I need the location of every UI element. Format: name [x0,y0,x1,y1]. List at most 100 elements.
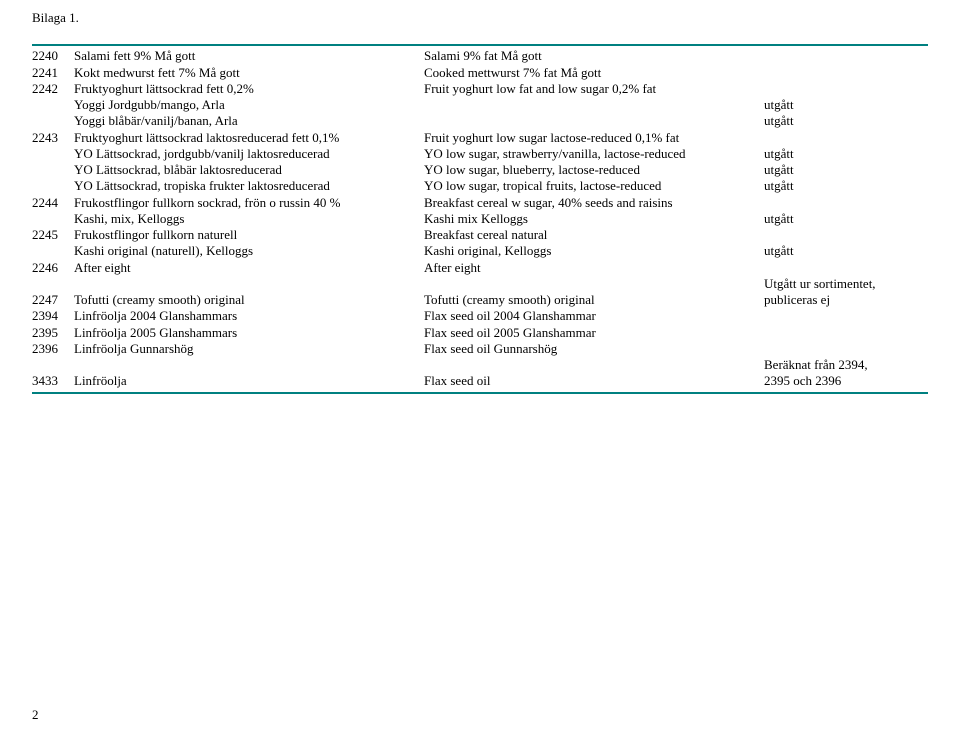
cell-swedish: YO Lättsockrad, jordgubb/vanilj laktosre… [74,146,424,162]
table-row: 2394Linfröolja 2004 GlanshammarsFlax see… [32,308,928,324]
cell-english: Salami 9% fat Må gott [424,48,764,64]
cell-english: Kashi original, Kelloggs [424,243,764,259]
cell-swedish: Kokt medwurst fett 7% Må gott [74,65,424,81]
cell-english: After eight [424,260,764,276]
cell-swedish: Linfröolja [74,373,424,389]
cell-note: utgått [764,178,928,194]
cell-english: YO low sugar, blueberry, lactose-reduced [424,162,764,178]
cell-english: Kashi mix Kelloggs [424,211,764,227]
cell-english: Breakfast cereal natural [424,227,764,243]
cell-swedish: Yoggi blåbär/vanilj/banan, Arla [74,113,424,129]
cell-note [764,325,928,341]
cell-id: 2247 [32,292,74,308]
cell-note [764,227,928,243]
cell-english [424,357,764,373]
cell-note: utgått [764,146,928,162]
cell-english: Flax seed oil 2005 Glanshammar [424,325,764,341]
cell-id [32,178,74,194]
cell-note [764,130,928,146]
cell-id [32,276,74,292]
table-row: Yoggi blåbär/vanilj/banan, Arla utgått [32,113,928,129]
cell-note [764,195,928,211]
cell-note [764,341,928,357]
table-row: Beräknat från 2394, [32,357,928,373]
table-row: 2246After eightAfter eight [32,260,928,276]
page-title: Bilaga 1. [32,10,928,26]
cell-english [424,113,764,129]
cell-swedish: After eight [74,260,424,276]
cell-id: 2244 [32,195,74,211]
table-row: 2242Fruktyoghurt lättsockrad fett 0,2%Fr… [32,81,928,97]
cell-english: Flax seed oil [424,373,764,389]
table-row: Kashi original (naturell), KelloggsKashi… [32,243,928,259]
table-row: 2396Linfröolja GunnarshögFlax seed oil G… [32,341,928,357]
table-row: 2245Frukostflingor fullkorn naturellBrea… [32,227,928,243]
cell-id [32,243,74,259]
cell-english: Flax seed oil Gunnarshög [424,341,764,357]
table-row: 2241Kokt medwurst fett 7% Må gottCooked … [32,65,928,81]
cell-swedish: Kashi original (naturell), Kelloggs [74,243,424,259]
cell-swedish: Linfröolja 2005 Glanshammars [74,325,424,341]
cell-swedish: Linfröolja 2004 Glanshammars [74,308,424,324]
cell-id: 2242 [32,81,74,97]
cell-note [764,48,928,64]
table-row: YO Lättsockrad, blåbär laktosreduceradYO… [32,162,928,178]
cell-note [764,308,928,324]
cell-english: YO low sugar, strawberry/vanilla, lactos… [424,146,764,162]
table-row: 3433LinfröoljaFlax seed oil 2395 och 239… [32,373,928,389]
cell-id: 2394 [32,308,74,324]
cell-id: 2241 [32,65,74,81]
cell-english: Fruit yoghurt low sugar lactose-reduced … [424,130,764,146]
table-row: 2244Frukostflingor fullkorn sockrad, frö… [32,195,928,211]
cell-note [764,65,928,81]
cell-english [424,97,764,113]
cell-note: Beräknat från 2394, [764,357,928,373]
table-row: YO Lättsockrad, jordgubb/vanilj laktosre… [32,146,928,162]
data-table: 2240Salami fett 9% Må gottSalami 9% fat … [32,48,928,389]
cell-swedish: Fruktyoghurt lättsockrad laktosreducerad… [74,130,424,146]
cell-english: Breakfast cereal w sugar, 40% seeds and … [424,195,764,211]
cell-note: Utgått ur sortimentet, [764,276,928,292]
cell-note: utgått [764,243,928,259]
cell-swedish: Fruktyoghurt lättsockrad fett 0,2% [74,81,424,97]
cell-swedish: Frukostflingor fullkorn sockrad, frön o … [74,195,424,211]
cell-id [32,211,74,227]
table-row: Utgått ur sortimentet, [32,276,928,292]
cell-swedish: YO Lättsockrad, tropiska frukter laktosr… [74,178,424,194]
cell-id: 3433 [32,373,74,389]
cell-id: 2396 [32,341,74,357]
cell-english: Tofutti (creamy smooth) original [424,292,764,308]
cell-id: 2243 [32,130,74,146]
cell-id [32,97,74,113]
cell-note: utgått [764,211,928,227]
cell-swedish: Frukostflingor fullkorn naturell [74,227,424,243]
cell-id: 2395 [32,325,74,341]
cell-id: 2240 [32,48,74,64]
cell-note: utgått [764,113,928,129]
table-row: YO Lättsockrad, tropiska frukter laktosr… [32,178,928,194]
cell-swedish: Tofutti (creamy smooth) original [74,292,424,308]
table-row: 2240Salami fett 9% Må gottSalami 9% fat … [32,48,928,64]
cell-note: 2395 och 2396 [764,373,928,389]
cell-english: Cooked mettwurst 7% fat Må gott [424,65,764,81]
table-row: 2243Fruktyoghurt lättsockrad laktosreduc… [32,130,928,146]
cell-english: YO low sugar, tropical fruits, lactose-r… [424,178,764,194]
table-row: 2247Tofutti (creamy smooth) originalTofu… [32,292,928,308]
table-row: Kashi, mix, KelloggsKashi mix Kelloggsut… [32,211,928,227]
page-number: 2 [32,707,39,723]
cell-swedish: YO Lättsockrad, blåbär laktosreducerad [74,162,424,178]
cell-swedish: Linfröolja Gunnarshög [74,341,424,357]
cell-swedish [74,276,424,292]
cell-id [32,162,74,178]
cell-id [32,357,74,373]
cell-english: Flax seed oil 2004 Glanshammar [424,308,764,324]
cell-id [32,113,74,129]
cell-id [32,146,74,162]
cell-id: 2246 [32,260,74,276]
cell-english: Fruit yoghurt low fat and low sugar 0,2%… [424,81,764,97]
cell-note: publiceras ej [764,292,928,308]
cell-note: utgått [764,97,928,113]
cell-swedish [74,357,424,373]
cell-note [764,260,928,276]
cell-swedish: Salami fett 9% Må gott [74,48,424,64]
